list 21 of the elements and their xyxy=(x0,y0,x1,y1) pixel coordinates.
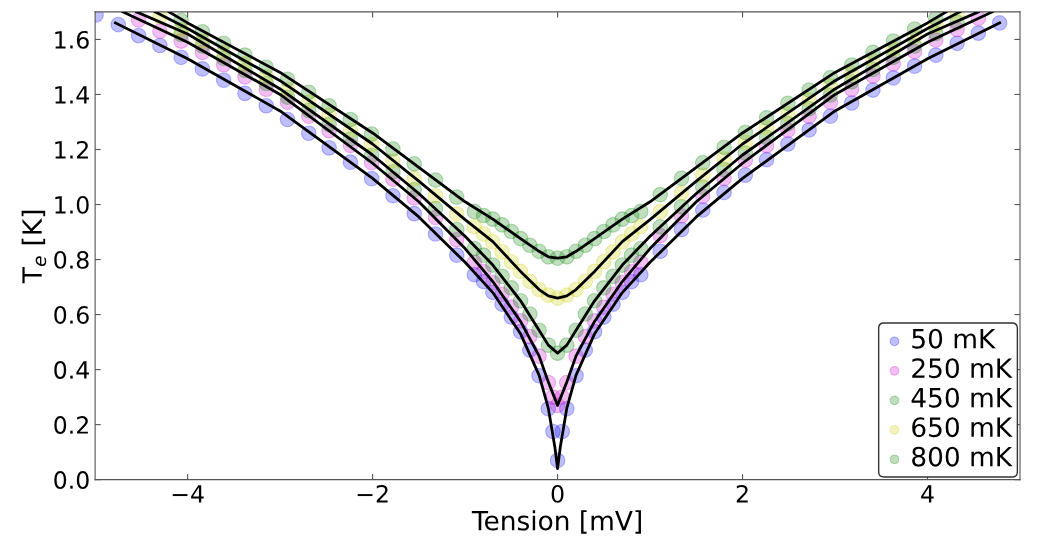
y-tick-label: 1.0 xyxy=(55,195,89,214)
y-tick-label: 1.6 xyxy=(55,30,89,49)
y-tick-label: 0.4 xyxy=(54,361,89,379)
legend-label: 450 mK xyxy=(911,387,1013,408)
y-axis-title: T$_{e}$ [K] xyxy=(21,210,47,284)
x-tick-label: 4 xyxy=(921,485,934,503)
y-tick-label: 0.8 xyxy=(54,251,89,269)
legend-label: 50 mK xyxy=(912,328,996,349)
y-tick-label: 1.2 xyxy=(55,140,88,159)
x-tick-label: −2 xyxy=(357,484,388,503)
y-tick-label: 0.2 xyxy=(54,416,88,434)
legend-label: 650 mK xyxy=(912,417,1013,438)
y-tick-label: 0.0 xyxy=(54,471,89,489)
legend-label: 800 mK xyxy=(912,446,1013,467)
y-tick-label: 0.6 xyxy=(54,306,89,324)
x-tick-label: 2 xyxy=(736,484,748,503)
x-axis-title: Tension [mV] xyxy=(471,510,641,534)
y-tick-label: 1.4 xyxy=(55,86,89,104)
legend-label: 250 mK xyxy=(912,358,1013,379)
x-tick-label: −4 xyxy=(172,485,204,503)
x-tick-label: 0 xyxy=(551,484,564,503)
